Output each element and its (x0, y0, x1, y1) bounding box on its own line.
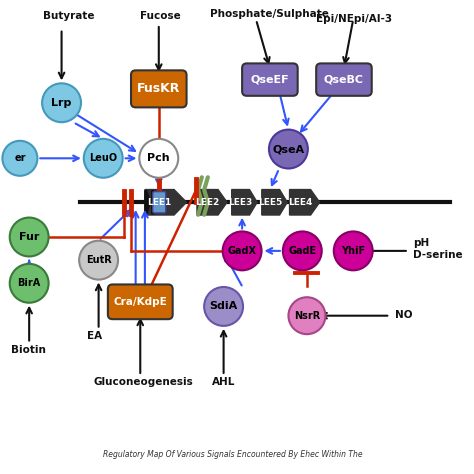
Text: QseEF: QseEF (251, 74, 289, 84)
Text: FusKR: FusKR (137, 82, 181, 95)
Text: Pch: Pch (147, 153, 170, 164)
FancyBboxPatch shape (131, 70, 187, 108)
Text: AHL: AHL (212, 377, 236, 387)
Text: Butyrate: Butyrate (43, 11, 94, 21)
FancyArrow shape (145, 190, 187, 215)
Text: BirA: BirA (18, 278, 41, 288)
Text: pH: pH (413, 238, 429, 248)
Circle shape (84, 139, 123, 178)
Circle shape (223, 231, 262, 270)
Text: YhiF: YhiF (341, 246, 365, 256)
Text: LEE5: LEE5 (259, 198, 283, 207)
FancyBboxPatch shape (316, 64, 372, 96)
Text: Regulatory Map Of Various Signals Encountered By Ehec Within The: Regulatory Map Of Various Signals Encoun… (103, 450, 363, 459)
Text: Gluconeogenesis: Gluconeogenesis (94, 377, 194, 387)
FancyArrow shape (152, 191, 157, 214)
Text: LeuO: LeuO (89, 153, 117, 164)
Text: QseA: QseA (273, 144, 304, 154)
Circle shape (204, 287, 243, 326)
Circle shape (289, 297, 325, 334)
Circle shape (2, 141, 37, 176)
Text: LEE4: LEE4 (288, 198, 312, 207)
Circle shape (283, 231, 322, 270)
Text: Fucose: Fucose (140, 11, 181, 21)
Text: LEE3: LEE3 (228, 198, 253, 207)
Text: EutR: EutR (86, 255, 111, 265)
Text: D-serine: D-serine (413, 250, 463, 260)
FancyArrow shape (232, 190, 257, 215)
FancyBboxPatch shape (108, 284, 173, 319)
Text: EA: EA (87, 331, 102, 341)
FancyBboxPatch shape (153, 191, 166, 213)
Circle shape (269, 129, 308, 168)
Circle shape (139, 139, 178, 178)
FancyBboxPatch shape (242, 64, 298, 96)
Circle shape (334, 231, 373, 270)
Text: GadE: GadE (288, 246, 316, 256)
FancyArrow shape (145, 191, 150, 214)
Text: SdiA: SdiA (210, 301, 238, 311)
Circle shape (42, 83, 81, 122)
Text: Lrp: Lrp (51, 98, 72, 108)
FancyArrow shape (262, 190, 287, 215)
Circle shape (79, 241, 118, 280)
Text: er: er (14, 153, 26, 164)
Circle shape (10, 264, 49, 303)
Text: Biotin: Biotin (10, 345, 46, 355)
Text: Phosphate/Sulphate: Phosphate/Sulphate (210, 9, 328, 19)
Text: LEE1: LEE1 (147, 198, 172, 207)
FancyArrow shape (290, 190, 319, 215)
FancyArrow shape (197, 190, 227, 215)
Text: LEE2: LEE2 (195, 198, 219, 207)
Text: Fur: Fur (19, 232, 39, 242)
Text: Epi/NEpi/AI-3: Epi/NEpi/AI-3 (316, 14, 392, 24)
Text: QseBC: QseBC (324, 74, 364, 84)
Text: Cra/KdpE: Cra/KdpE (113, 297, 167, 307)
Text: NsrR: NsrR (294, 310, 320, 321)
Circle shape (10, 218, 49, 256)
Text: NO: NO (395, 310, 412, 320)
Text: GadX: GadX (228, 246, 256, 256)
